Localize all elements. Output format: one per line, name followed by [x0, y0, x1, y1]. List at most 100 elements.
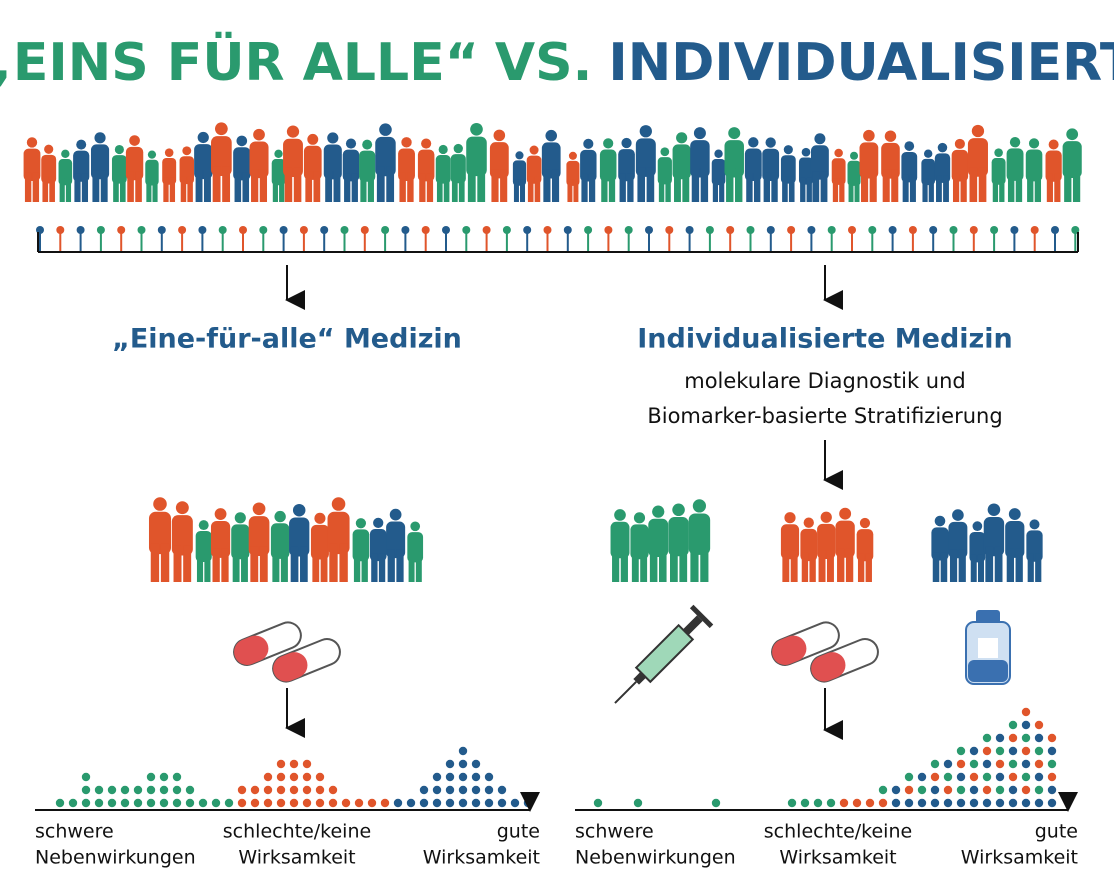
body: [835, 520, 855, 558]
leg: [1034, 173, 1042, 202]
person: [417, 138, 435, 202]
method-text: Biomarker-basierte Stratifizierung: [647, 404, 1002, 428]
leg: [902, 174, 909, 202]
body: [724, 140, 744, 178]
leg: [940, 552, 948, 582]
outcome-dot: [969, 746, 979, 756]
leg: [627, 173, 634, 202]
outcome-dot: [68, 798, 78, 808]
leg: [857, 553, 865, 582]
leg: [646, 167, 655, 202]
leg: [551, 169, 560, 202]
pin-head: [746, 226, 755, 234]
outcome-dot: [1034, 798, 1044, 808]
person: [58, 149, 73, 202]
leg: [212, 166, 221, 202]
outcome-dot: [276, 798, 286, 808]
person: [90, 132, 110, 202]
outcome-dot: [315, 798, 325, 808]
head: [362, 139, 373, 150]
outcome-dot: [263, 798, 273, 808]
head: [923, 149, 933, 158]
leg: [960, 173, 967, 202]
leg: [952, 173, 960, 202]
leg: [361, 553, 368, 582]
head: [783, 145, 793, 155]
outcome-dot: [445, 759, 455, 769]
outcome-dot: [1034, 759, 1044, 769]
person: [762, 137, 780, 202]
leg: [152, 178, 158, 202]
head: [714, 149, 723, 158]
outcome-dot: [956, 785, 966, 795]
leg: [712, 178, 719, 202]
leg: [818, 550, 826, 582]
pin-head: [604, 226, 613, 234]
body: [668, 517, 689, 557]
leg: [679, 546, 688, 582]
body: [327, 511, 350, 555]
leg: [659, 547, 667, 582]
pin-head: [848, 226, 856, 234]
person: [711, 149, 726, 202]
leg: [119, 176, 126, 202]
pin-head: [340, 226, 349, 234]
head: [545, 129, 558, 142]
pin-head: [502, 226, 511, 234]
leg: [183, 545, 192, 582]
leg: [763, 172, 771, 202]
head: [728, 127, 741, 140]
leg: [682, 170, 690, 202]
head: [568, 151, 577, 160]
person: [270, 510, 290, 582]
body: [231, 524, 250, 560]
pills: [771, 621, 879, 683]
head: [834, 148, 843, 158]
head: [952, 509, 964, 521]
head: [274, 149, 283, 158]
person: [369, 517, 387, 582]
axis-label: Wirksamkeit: [238, 847, 355, 869]
pin-head: [1030, 226, 1039, 234]
outcome-dot: [956, 798, 966, 808]
leg: [242, 172, 250, 202]
leg: [415, 554, 422, 582]
leg: [279, 178, 285, 202]
body: [323, 144, 342, 180]
person: [1025, 138, 1043, 202]
body: [125, 146, 144, 181]
person: [450, 143, 466, 202]
population-pins: [36, 226, 1080, 252]
outcome-dot: [1034, 746, 1044, 756]
head: [987, 503, 1001, 517]
leg: [820, 171, 828, 202]
leg: [259, 169, 268, 202]
leg: [396, 549, 404, 582]
person: [162, 148, 177, 202]
leg: [994, 546, 1003, 582]
outcome-dot: [633, 798, 643, 808]
person: [145, 150, 159, 202]
head: [603, 138, 614, 149]
title-part: INDIVIDUALISIERT: [608, 33, 1114, 93]
head: [214, 122, 228, 136]
leg: [1054, 173, 1061, 202]
person: [630, 512, 649, 582]
leg: [360, 173, 367, 202]
pin-head: [584, 226, 593, 234]
person: [327, 497, 350, 582]
head: [76, 139, 87, 150]
pin-head: [726, 226, 735, 234]
leg: [969, 167, 978, 202]
head: [748, 137, 759, 148]
head: [515, 151, 524, 160]
title-part: „EINS FÜR ALLE“: [0, 31, 479, 93]
person: [1005, 508, 1025, 582]
person: [466, 122, 487, 202]
outcome-dot: [172, 772, 182, 782]
outcome-dot: [133, 798, 143, 808]
leg: [100, 170, 108, 202]
outcome-dot: [81, 798, 91, 808]
head: [692, 499, 707, 513]
person: [831, 148, 846, 202]
